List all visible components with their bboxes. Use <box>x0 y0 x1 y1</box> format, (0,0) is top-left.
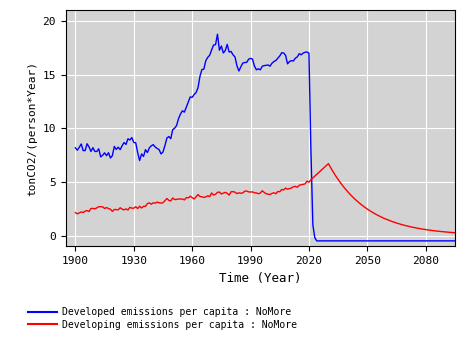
X-axis label: Time (Year): Time (Year) <box>219 272 302 285</box>
Y-axis label: tonCO2/(person*Year): tonCO2/(person*Year) <box>27 61 37 196</box>
Legend: Developed emissions per capita : NoMore, Developing emissions per capita : NoMor: Developed emissions per capita : NoMore,… <box>24 303 301 334</box>
